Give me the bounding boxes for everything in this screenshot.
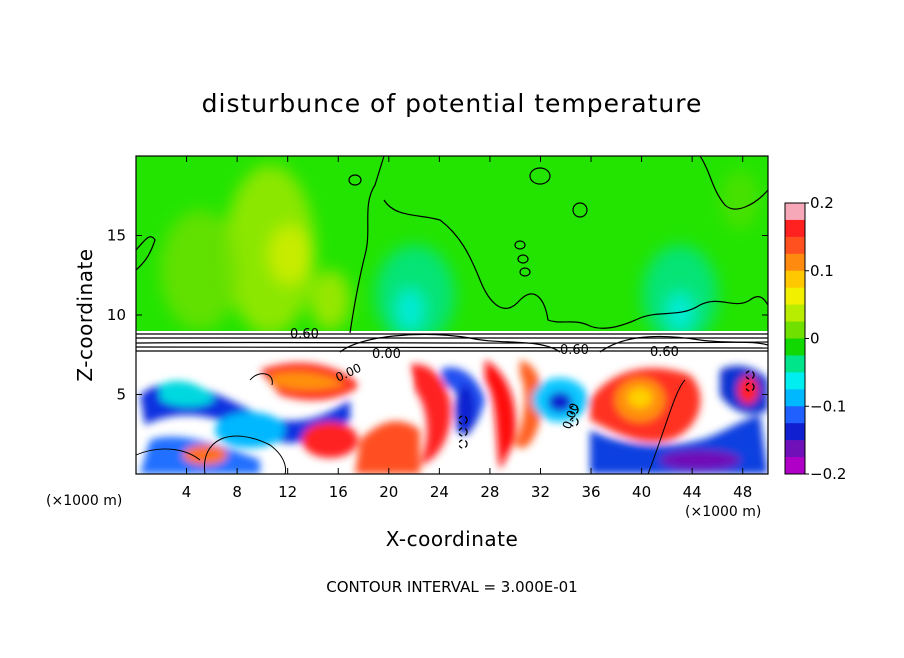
x-axis-label: X-coordinate	[386, 527, 519, 551]
x-axis: 4 8 12 16 20 24 28 32 36 40 44 48	[182, 156, 752, 501]
x-tick-label: 28	[480, 483, 499, 501]
chart-title: disturbunce of potential temperature	[202, 89, 703, 118]
x-tick-label: 44	[683, 483, 702, 501]
colorbar-swatch	[785, 287, 805, 306]
x-tick-label: 20	[379, 483, 398, 501]
colorbar-swatch	[785, 355, 805, 373]
colorbar-tick-label: −0.1	[810, 397, 846, 415]
y-tick-label: 10	[107, 306, 126, 324]
x-tick-label: 24	[430, 483, 449, 501]
x-tick-label: 48	[733, 483, 752, 501]
colorbar-swatch	[785, 219, 805, 238]
colorbar-tick-label: −0.2	[810, 465, 846, 483]
colorbar-swatch	[785, 389, 805, 407]
x-tick-label: 12	[278, 483, 297, 501]
colorbar-tick-label: 0.2	[810, 194, 834, 212]
contour-label: 0.60	[560, 343, 589, 358]
x-tick-label: 40	[632, 483, 651, 501]
x-unit-right: (×1000 m)	[685, 504, 761, 520]
colorbar-tick-label: 0.1	[810, 262, 834, 280]
colorbar-swatch	[785, 440, 805, 458]
x-tick-label: 8	[232, 483, 242, 501]
y-axis: 5 10 15	[107, 227, 768, 404]
colorbar-swatch	[785, 203, 805, 221]
contour-interval-footer: CONTOUR INTERVAL = 3.000E-01	[326, 578, 577, 596]
contour-label: 0.60	[290, 327, 319, 342]
colorbar-swatch	[785, 457, 805, 475]
colorbar-swatch	[785, 406, 805, 424]
colorbar-swatch	[785, 253, 805, 272]
y-axis-label: Z-coordinate	[73, 248, 97, 381]
x-tick-label: 32	[531, 483, 550, 501]
colorbar: 0.2 0.1 0 −0.1 −0.2	[784, 194, 846, 483]
contour-label: 0.00	[372, 347, 401, 362]
y-tick-label: 5	[116, 386, 126, 404]
dashed-contours	[458, 370, 755, 449]
colorbar-tick-label: 0	[810, 330, 820, 348]
colorbar-swatch	[785, 423, 805, 441]
colorbar-swatch	[785, 270, 805, 289]
upper-anomalies	[160, 165, 760, 345]
x-tick-label: 16	[329, 483, 348, 501]
heatmap-field: 0.60 0.00 0.60 0.60 0.00 0.00	[136, 156, 768, 474]
y-tick-label: 15	[107, 227, 126, 245]
contour-label: 0.60	[650, 345, 679, 360]
x-unit-left: (×1000 m)	[46, 493, 122, 509]
x-tick-label: 36	[581, 483, 600, 501]
x-tick-label: 4	[182, 483, 192, 501]
contour-lines	[136, 156, 768, 474]
lower-anomalies	[140, 360, 768, 474]
colorbar-swatch	[785, 304, 805, 323]
colorbar-swatch	[785, 236, 805, 255]
colorbar-swatch	[785, 372, 805, 390]
colorbar-swatch	[785, 338, 805, 356]
colorbar-swatch	[785, 321, 805, 339]
